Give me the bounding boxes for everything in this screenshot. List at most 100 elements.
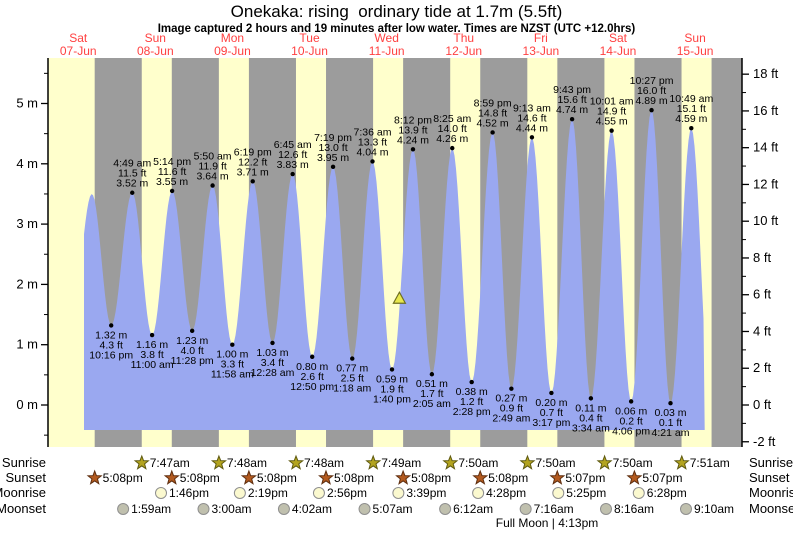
right-axis-label: 10 ft [753, 213, 779, 228]
tide-annotation-line: 0.59 m [376, 373, 408, 385]
tide-annotation-line: 7:36 am [354, 126, 392, 138]
tide-annotation-line: 10:49 am [669, 93, 713, 105]
sunrise-time: 7:50am [458, 456, 498, 470]
tide-extreme-dot [529, 135, 535, 140]
row-label-moonset-right: Moonset [749, 501, 793, 516]
tide-extreme-dot [549, 390, 554, 396]
full-moon-label: Full Moon | 4:13pm [496, 516, 599, 530]
current-tide-marker-icon [392, 291, 407, 304]
sunrise-icon [133, 454, 150, 470]
tide-extreme-dot [668, 400, 673, 406]
sunrise-icon [365, 454, 382, 470]
tide-annotation-line: 3.8 ft [140, 349, 163, 361]
day-name-label: Sun [684, 31, 705, 45]
day-name-label: Sat [69, 31, 88, 45]
tide-annotation-line: 8:25 am [433, 113, 471, 125]
tide-annotation-line: 0.38 m [456, 386, 488, 398]
sunrise-time: 7:50am [535, 456, 575, 470]
row-label-moonset-left: Moonset [0, 501, 46, 516]
day-date-label: 09-Jun [214, 44, 251, 58]
sunrise-icon [673, 454, 690, 470]
sunrise-time: 7:50am [613, 456, 653, 470]
tide-annotation-line: 1.16 m [136, 339, 168, 351]
tide-annotation-line: 4.55 m [596, 116, 628, 128]
tide-annotation-line: 14.0 ft [438, 123, 467, 135]
tide-annotation-line: 4.04 m [356, 146, 388, 158]
tide-annotation-line: 2:49 am [492, 413, 530, 425]
tide-annotation-line: 4:49 am [113, 158, 151, 170]
tide-annotation-line: 6:19 pm [234, 146, 272, 158]
tide-annotation-line: 1:18 am [333, 383, 371, 395]
tide-extreme-dot [108, 323, 114, 328]
day-date-label: 14-Jun [600, 44, 637, 58]
tide-extreme-dot [609, 128, 614, 133]
moonset-time: 3:00am [212, 502, 252, 516]
tide-annotation-line: 0.7 ft [540, 407, 563, 419]
tide-annotation-line: 1.03 m [256, 347, 288, 359]
day-name-label: Fri [534, 31, 548, 45]
right-axis-label: 12 ft [753, 176, 779, 191]
row-label-sunset-left: Sunset [6, 470, 47, 485]
tide-annotation-line: 14.9 ft [597, 106, 626, 118]
moonrise-icon [233, 487, 246, 499]
tide-annotation-line: 12:50 pm [290, 381, 334, 393]
tide-annotation-line: 3.4 ft [261, 357, 284, 369]
tide-annotation-line: 2.6 ft [301, 371, 324, 383]
day-date-label: 07-Jun [60, 44, 97, 58]
tide-annotation-line: 4.3 ft [100, 339, 123, 351]
tide-extreme-dot [250, 179, 255, 184]
right-axis-label: 0 ft [753, 397, 771, 412]
tide-annotation-line: 10:27 pm [630, 75, 674, 87]
moonrise-time: 4:28pm [486, 486, 526, 500]
tide-annotation-line: 8:59 pm [474, 97, 512, 109]
tide-annotation-line: 0.4 ft [579, 412, 602, 424]
tide-annotation-line: 10:01 am [590, 96, 634, 108]
right-axis-label: 18 ft [753, 66, 779, 81]
tide-annotation-line: 11:00 am [131, 359, 174, 371]
left-axis-label: 0 m [16, 397, 38, 412]
tide-annotation-line: 1.2 ft [460, 396, 483, 408]
tide-annotation-line: 0.80 m [296, 361, 328, 373]
tide-extreme-dot [509, 386, 514, 391]
sunrise-time: 7:48am [227, 456, 267, 470]
tide-annotation-line: 4.24 m [397, 134, 429, 146]
sunset-icon [163, 469, 180, 485]
tide-annotation-line: 0.20 m [535, 397, 567, 409]
sunset-icon [240, 469, 257, 485]
moonrise-icon [154, 487, 167, 499]
tide-annotation-line: 13.9 ft [398, 124, 427, 136]
page-subtitle: Image captured 2 hours and 19 minutes af… [157, 23, 636, 35]
tide-annotation-line: 6:45 am [274, 139, 312, 151]
moonrise-time: 5:25pm [566, 486, 606, 500]
tide-annotation-line: 11.5 ft [118, 168, 146, 180]
moonrise-icon [312, 487, 325, 499]
tide-annotation-line: 10:16 pm [89, 349, 133, 361]
sunset-icon [549, 469, 566, 485]
page-title: Onekaka: rising ordinary tide at 1.7m (5… [230, 2, 563, 21]
tide-annotation-line: 0.51 m [416, 378, 448, 390]
sunset-time: 5:08pm [257, 471, 297, 485]
tide-annotation-line: 0.27 m [495, 393, 527, 405]
tide-annotation-line: 15.6 ft [557, 94, 586, 106]
moonset-icon [439, 503, 452, 515]
right-axis-label: 2 ft [753, 360, 771, 375]
tide-annotation-line: 3.3 ft [221, 359, 244, 371]
sunset-time: 5:08pm [488, 471, 528, 485]
tide-annotation-line: 0.77 m [336, 363, 368, 375]
tide-extreme-dot [130, 190, 135, 195]
tide-annotation-line: 1.23 m [176, 335, 208, 347]
tide-annotation-line: 4.0 ft [180, 345, 203, 357]
tide-annotation-line: 3.52 m [116, 178, 148, 190]
right-axis-label: 6 ft [753, 287, 771, 302]
sunrise-time: 7:47am [150, 456, 190, 470]
tide-extreme-dot [450, 145, 455, 151]
tide-annotation-line: 11.9 ft [198, 161, 226, 173]
right-axis-label: 4 ft [753, 323, 771, 338]
tide-annotation-line: 15.1 ft [677, 103, 706, 115]
day-date-label: 10-Jun [291, 44, 328, 58]
tide-extreme-dot [370, 159, 375, 164]
tide-annotation-line: 0.9 ft [500, 403, 523, 415]
moonset-time: 1:59am [131, 502, 171, 516]
